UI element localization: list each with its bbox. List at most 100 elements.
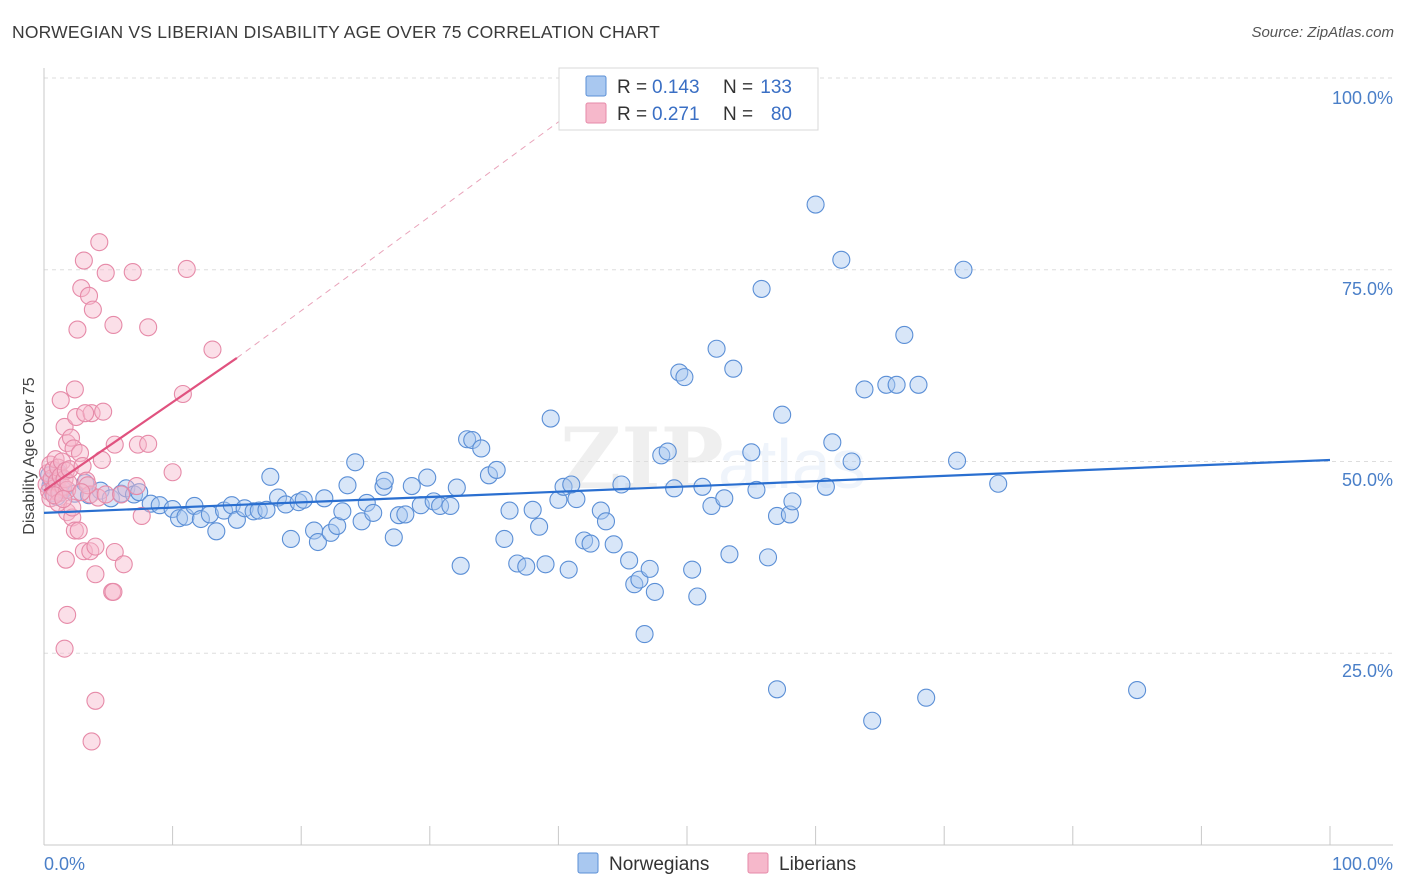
norwegians-point bbox=[596, 512, 616, 531]
norwegians-point bbox=[458, 430, 477, 449]
norwegians-point bbox=[715, 489, 734, 508]
x-ticks bbox=[43, 826, 1331, 845]
liberians-point bbox=[128, 435, 147, 454]
norwegians-point bbox=[707, 339, 726, 358]
liberians-point bbox=[67, 407, 86, 427]
norwegians-point bbox=[495, 529, 514, 549]
norwegians-point bbox=[742, 443, 761, 462]
norwegians-point bbox=[581, 534, 600, 553]
liberians-point bbox=[61, 428, 81, 447]
norwegians-point bbox=[591, 501, 610, 520]
norwegians-point bbox=[767, 680, 787, 699]
norwegians-point bbox=[281, 529, 300, 549]
norwegians-point bbox=[752, 279, 771, 298]
norwegians-point bbox=[396, 505, 415, 524]
liberians-trend-extension bbox=[236, 112, 572, 359]
norwegians-point bbox=[954, 260, 973, 279]
liberians-point bbox=[163, 463, 182, 482]
y-tick-label-75: 75.0% bbox=[1342, 279, 1393, 299]
y-tick-label-100: 100.0% bbox=[1332, 88, 1393, 108]
liberians-point bbox=[105, 542, 124, 562]
liberians-point bbox=[56, 550, 75, 569]
norwegians-point bbox=[758, 548, 778, 567]
norwegians-legend-label: Norwegians bbox=[609, 854, 709, 875]
norwegians-point bbox=[640, 559, 659, 578]
norwegians-point bbox=[948, 451, 967, 470]
liberians-point bbox=[79, 286, 99, 305]
trend-lines bbox=[43, 112, 1331, 514]
norwegians-point bbox=[402, 476, 421, 496]
liberians-bottom-swatch bbox=[747, 852, 769, 874]
liberians-point bbox=[114, 555, 133, 574]
source-label: Source: ZipAtlas.com bbox=[1251, 24, 1394, 41]
liberians-r-label: R = bbox=[617, 104, 647, 125]
norwegians-point bbox=[675, 368, 694, 387]
liberians-point bbox=[55, 639, 74, 658]
norwegians-point bbox=[472, 439, 491, 458]
liberians-point bbox=[96, 485, 115, 504]
norwegians-point bbox=[517, 557, 536, 576]
norwegians-point bbox=[315, 489, 334, 508]
liberians-point bbox=[83, 300, 102, 319]
liberians-point bbox=[177, 259, 196, 279]
liberians-point bbox=[52, 452, 72, 471]
liberians-point bbox=[104, 315, 123, 335]
norwegians-point bbox=[500, 501, 519, 520]
norwegians-point bbox=[855, 380, 874, 399]
liberians-point bbox=[86, 537, 105, 556]
norwegians-point bbox=[917, 688, 936, 707]
norwegians-point bbox=[389, 506, 408, 525]
norwegians-point bbox=[562, 475, 581, 494]
liberians-point bbox=[127, 476, 146, 496]
norwegians-point bbox=[773, 405, 792, 424]
liberians-point bbox=[68, 320, 87, 339]
gridlines bbox=[44, 77, 1393, 654]
liberians-legend-label: Liberians bbox=[779, 854, 856, 875]
norwegians-points bbox=[40, 195, 1147, 730]
norwegians-point bbox=[559, 560, 578, 579]
norwegians-point bbox=[747, 480, 766, 499]
norwegians-point bbox=[346, 453, 365, 472]
norwegians-point bbox=[269, 488, 288, 507]
norwegians-point bbox=[384, 528, 403, 547]
norwegians-point bbox=[294, 490, 313, 509]
stats-legend: R = 0.143 N = 133 R = 0.271 N = 80 bbox=[558, 67, 819, 131]
norwegians-point bbox=[724, 359, 743, 378]
norwegians-point bbox=[842, 452, 861, 471]
norwegians-point bbox=[374, 477, 393, 496]
liberians-point bbox=[72, 483, 91, 502]
norwegians-point bbox=[909, 375, 928, 394]
liberians-point bbox=[72, 279, 91, 298]
liberians-point bbox=[94, 402, 113, 421]
norwegians-point bbox=[665, 479, 684, 498]
norwegians-point bbox=[418, 468, 437, 487]
liberians-n-value: 80 bbox=[771, 104, 792, 125]
liberians-point bbox=[64, 439, 83, 458]
liberians-trend-line bbox=[43, 357, 238, 492]
liberians-r-value: 0.271 bbox=[652, 104, 700, 125]
norwegians-point bbox=[257, 500, 276, 519]
norwegians-point bbox=[877, 375, 896, 394]
norwegians-bottom-swatch bbox=[577, 852, 599, 874]
liberians-point bbox=[65, 521, 84, 540]
norwegians-point bbox=[604, 535, 623, 554]
norwegians-point bbox=[487, 460, 506, 479]
norwegians-point bbox=[989, 474, 1008, 493]
liberians-point bbox=[86, 691, 105, 710]
norwegians-point bbox=[683, 560, 702, 579]
norwegians-point bbox=[333, 502, 352, 521]
norwegians-r-value: 0.143 bbox=[652, 77, 700, 98]
norwegians-point bbox=[338, 476, 357, 495]
y-axis-label: Disability Age Over 75 bbox=[21, 377, 38, 535]
norwegians-point bbox=[863, 711, 882, 730]
liberians-points bbox=[37, 233, 222, 751]
svg-text:atlas: atlas bbox=[718, 425, 866, 503]
liberians-point bbox=[104, 582, 123, 601]
norwegians-n-value: 133 bbox=[760, 77, 792, 98]
liberians-point bbox=[96, 263, 115, 282]
chart-title: NORWEGIAN VS LIBERIAN DISABILITY AGE OVE… bbox=[12, 22, 661, 42]
liberians-point bbox=[139, 434, 158, 453]
liberians-point bbox=[139, 318, 158, 337]
liberians-point bbox=[86, 565, 105, 584]
